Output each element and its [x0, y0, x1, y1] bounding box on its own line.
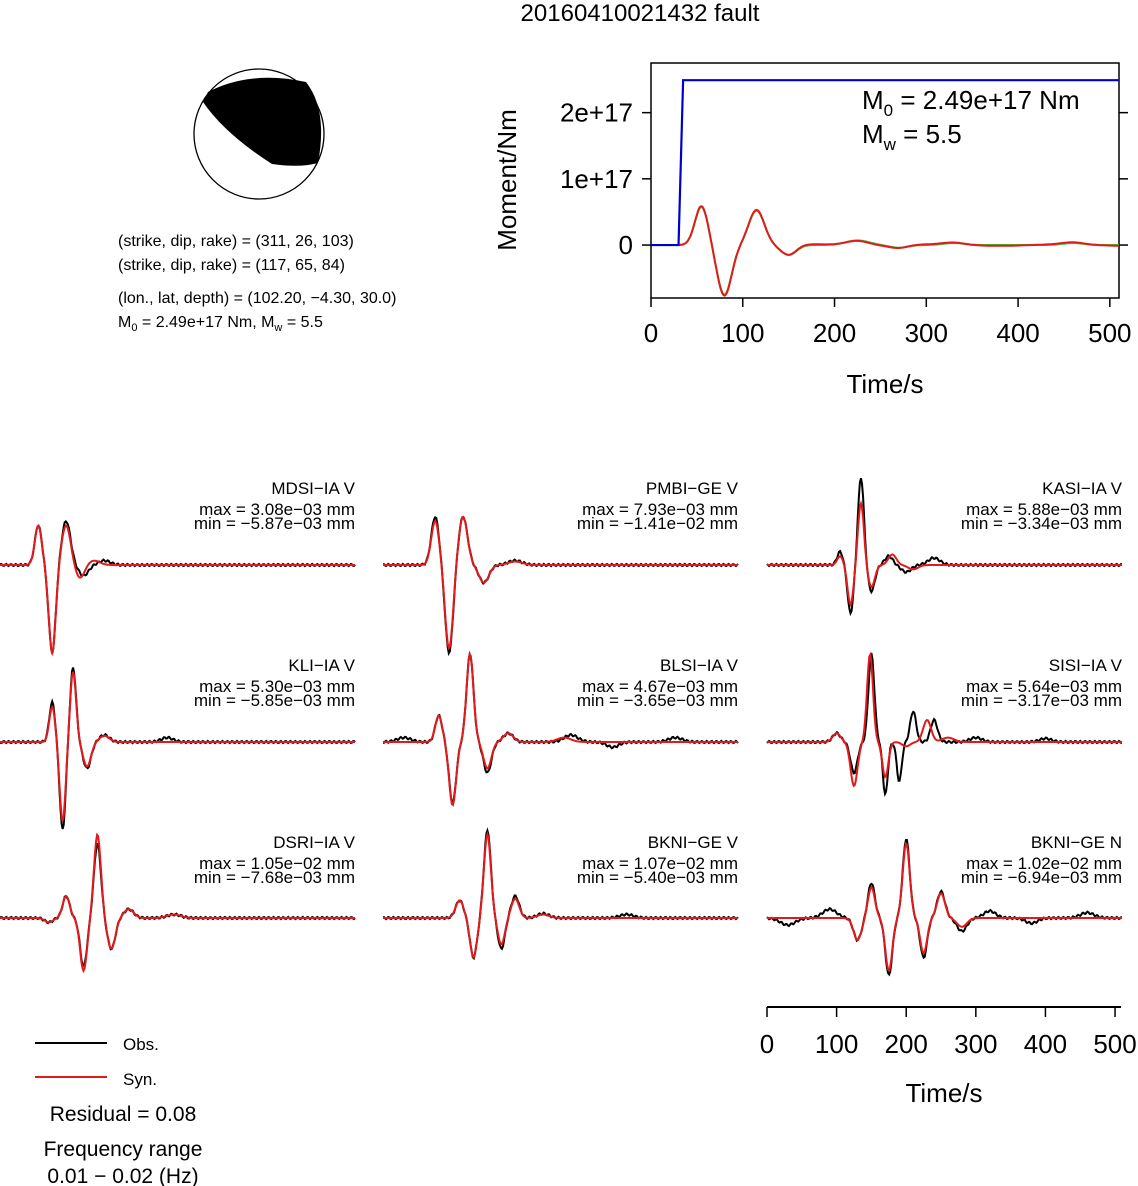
station-max: max = 5.30e−03 mm — [199, 677, 355, 696]
station-min: min = −3.17e−03 mm — [961, 691, 1122, 710]
observed-trace — [766, 477, 1123, 617]
plane-2-text: (strike, dip, rake) = (117, 65, 84) — [118, 257, 345, 274]
synthetic-trace — [767, 651, 1122, 788]
station-min: min = −7.68e−03 mm — [194, 868, 355, 887]
waveform-time-axis: 0 100 200 300 400 500 Time/s — [760, 1006, 1137, 1108]
synthetic-trace — [0, 671, 355, 822]
station-name: SISI−IA V — [1049, 656, 1123, 675]
legend: Obs. Syn. Residual = 0.08 Frequency rang… — [35, 1035, 202, 1186]
figure-title: 20160410021432 fault — [521, 0, 760, 27]
station-min: min = −5.40e−03 mm — [577, 868, 738, 887]
station-name: MDSI−IA V — [271, 479, 355, 498]
synthetic-trace — [0, 524, 355, 657]
mechanism-info: (strike, dip, rake) = (311, 26, 103) (st… — [118, 233, 396, 334]
observed-trace — [0, 519, 356, 654]
waveform-xtick-label: 100 — [815, 1029, 858, 1059]
frequency-range-value: 0.01 − 0.02 (Hz) — [47, 1165, 198, 1186]
waveform-xtick-label: 0 — [760, 1029, 774, 1059]
waveform-xtick-label: 400 — [1024, 1029, 1067, 1059]
station-min: min = −5.87e−03 mm — [194, 514, 355, 533]
waveform-xtick-label: 500 — [1093, 1029, 1136, 1059]
station-min: min = −6.94e−03 mm — [961, 868, 1122, 887]
station-name: PMBI−GE V — [646, 479, 739, 498]
station-max: max = 3.08e−03 mm — [199, 500, 355, 519]
moment-magnitude-text: M0 = 2.49e+17 Nm, Mw = 5.5 — [118, 314, 323, 334]
moment-xtick-label: 0 — [644, 318, 658, 348]
legend-obs-label: Obs. — [123, 1035, 159, 1054]
waveform-xtick-label: 200 — [885, 1029, 928, 1059]
station-max: max = 1.02e−02 mm — [966, 854, 1122, 873]
station-name: BLSI−IA V — [660, 656, 739, 675]
moment-ylabel: Moment/Nm — [492, 109, 522, 251]
moment-plot-frame — [650, 62, 1120, 299]
moment-source-trace — [651, 205, 1119, 296]
moment-xtick-label: 300 — [905, 318, 948, 348]
station-max: max = 5.64e−03 mm — [966, 677, 1122, 696]
moment-plot: 0 1e+17 2e+17 0 100 200 300 400 500 Moment/Nm T… — [492, 62, 1132, 399]
moment-ytick-label: 1e+17 — [560, 164, 633, 194]
station-name: KASI−IA V — [1042, 479, 1123, 498]
moment-xlabel: Time/s — [846, 369, 923, 399]
station-max: max = 1.07e−02 mm — [582, 854, 738, 873]
moment-annotation-m0: M0 = 2.49e+17 Nm — [862, 85, 1080, 120]
station-max: max = 7.93e−03 mm — [582, 500, 738, 519]
moment-ytick-label: 2e+17 — [560, 98, 633, 128]
station-min: min = −5.85e−03 mm — [194, 691, 355, 710]
station-max: max = 1.05e−02 mm — [199, 854, 355, 873]
residual-text: Residual = 0.08 — [50, 1103, 197, 1126]
waveform-xlabel: Time/s — [905, 1078, 982, 1108]
focal-mechanism-beachball — [193, 68, 325, 200]
station-max: max = 4.67e−03 mm — [582, 677, 738, 696]
moment-xtick-label: 500 — [1088, 318, 1131, 348]
station-min: min = −3.65e−03 mm — [577, 691, 738, 710]
moment-annotation-mw: Mw = 5.5 — [862, 119, 962, 154]
synthetic-trace — [383, 651, 738, 807]
moment-xtick-label: 100 — [721, 318, 764, 348]
waveform-xtick-label: 300 — [954, 1029, 997, 1059]
station-name: KLI−IA V — [288, 656, 355, 675]
legend-syn-label: Syn. — [123, 1070, 157, 1089]
station-name: DSRI−IA V — [273, 833, 355, 852]
plane-1-text: (strike, dip, rake) = (311, 26, 103) — [118, 233, 354, 250]
moment-ytick-label: 0 — [619, 230, 633, 260]
station-min: min = −3.34e−03 mm — [961, 514, 1122, 533]
frequency-range-title: Frequency range — [44, 1138, 203, 1161]
synthetic-trace — [767, 499, 1122, 608]
station-name: BKNI−GE N — [1031, 833, 1122, 852]
observed-trace — [382, 516, 739, 657]
moment-cumulative-line — [651, 79, 1119, 247]
location-text: (lon., lat, depth) = (102.20, −4.30, 30.… — [118, 290, 396, 307]
moment-xtick-label: 400 — [996, 318, 1039, 348]
synthetic-trace — [0, 832, 355, 974]
synthetic-trace — [767, 841, 1122, 973]
synthetic-trace — [383, 830, 738, 959]
station-name: BKNI−GE V — [648, 833, 739, 852]
synthetic-trace — [383, 515, 738, 651]
station-max: max = 5.88e−03 mm — [966, 500, 1122, 519]
moment-synthetic-trace — [651, 205, 1119, 297]
moment-xtick-label: 200 — [813, 318, 856, 348]
station-min: min = −1.41e−02 mm — [577, 514, 738, 533]
